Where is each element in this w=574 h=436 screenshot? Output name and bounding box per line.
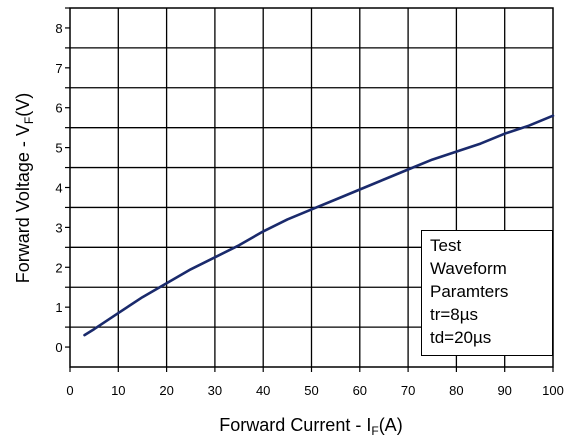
- y-tick-label: 0: [55, 340, 62, 355]
- y-tick-label: 3: [55, 220, 62, 235]
- x-axis-label-sub: F: [371, 424, 378, 436]
- y-tick-label: 7: [55, 61, 62, 76]
- y-tick-label: 1: [55, 300, 62, 315]
- legend-line-test: Test: [430, 236, 462, 255]
- legend-line-parameters: Paramters: [430, 282, 509, 301]
- x-tick-label: 50: [304, 383, 318, 398]
- y-axis-ticks: 0 1 2 3 4 5 6 7 8: [55, 7, 70, 355]
- x-axis-label: Forward Current - IF(A): [219, 415, 402, 436]
- y-tick-label: 8: [55, 21, 62, 36]
- x-tick-label: 80: [449, 383, 463, 398]
- x-tick-label: 20: [159, 383, 173, 398]
- y-tick-label: 2: [55, 260, 62, 275]
- x-axis-ticks: 0 10 20 30 40 50 60 70 80 90 100: [66, 367, 564, 398]
- x-tick-label: 30: [208, 383, 222, 398]
- x-tick-label: 0: [66, 383, 73, 398]
- y-axis-label: Forward Voltage - VF(V): [13, 93, 36, 283]
- y-tick-label: 4: [55, 181, 62, 196]
- x-tick-label: 40: [256, 383, 270, 398]
- legend-line-td: td=20µs: [430, 328, 492, 347]
- grid: [70, 8, 553, 367]
- x-tick-label: 60: [353, 383, 367, 398]
- x-tick-label: 90: [497, 383, 511, 398]
- y-axis-label-sub: F: [22, 117, 36, 124]
- y-axis-label-main: Forward Voltage - V: [13, 124, 33, 283]
- y-axis-label-unit: (V): [13, 93, 33, 117]
- y-tick-label: 5: [55, 141, 62, 156]
- series-line: [83, 114, 555, 337]
- y-tick-label: 6: [55, 101, 62, 116]
- x-tick-label: 70: [401, 383, 415, 398]
- x-axis-label-main: Forward Current - I: [219, 415, 371, 435]
- x-tick-label: 100: [542, 383, 564, 398]
- x-axis-label-unit: (A): [379, 415, 403, 435]
- x-tick-label: 10: [111, 383, 125, 398]
- legend-line-tr: tr=8µs: [430, 305, 479, 324]
- legend-line-waveform: Waveform: [430, 259, 507, 278]
- test-conditions-box: Test Waveform Paramters tr=8µs td=20µs: [421, 230, 553, 356]
